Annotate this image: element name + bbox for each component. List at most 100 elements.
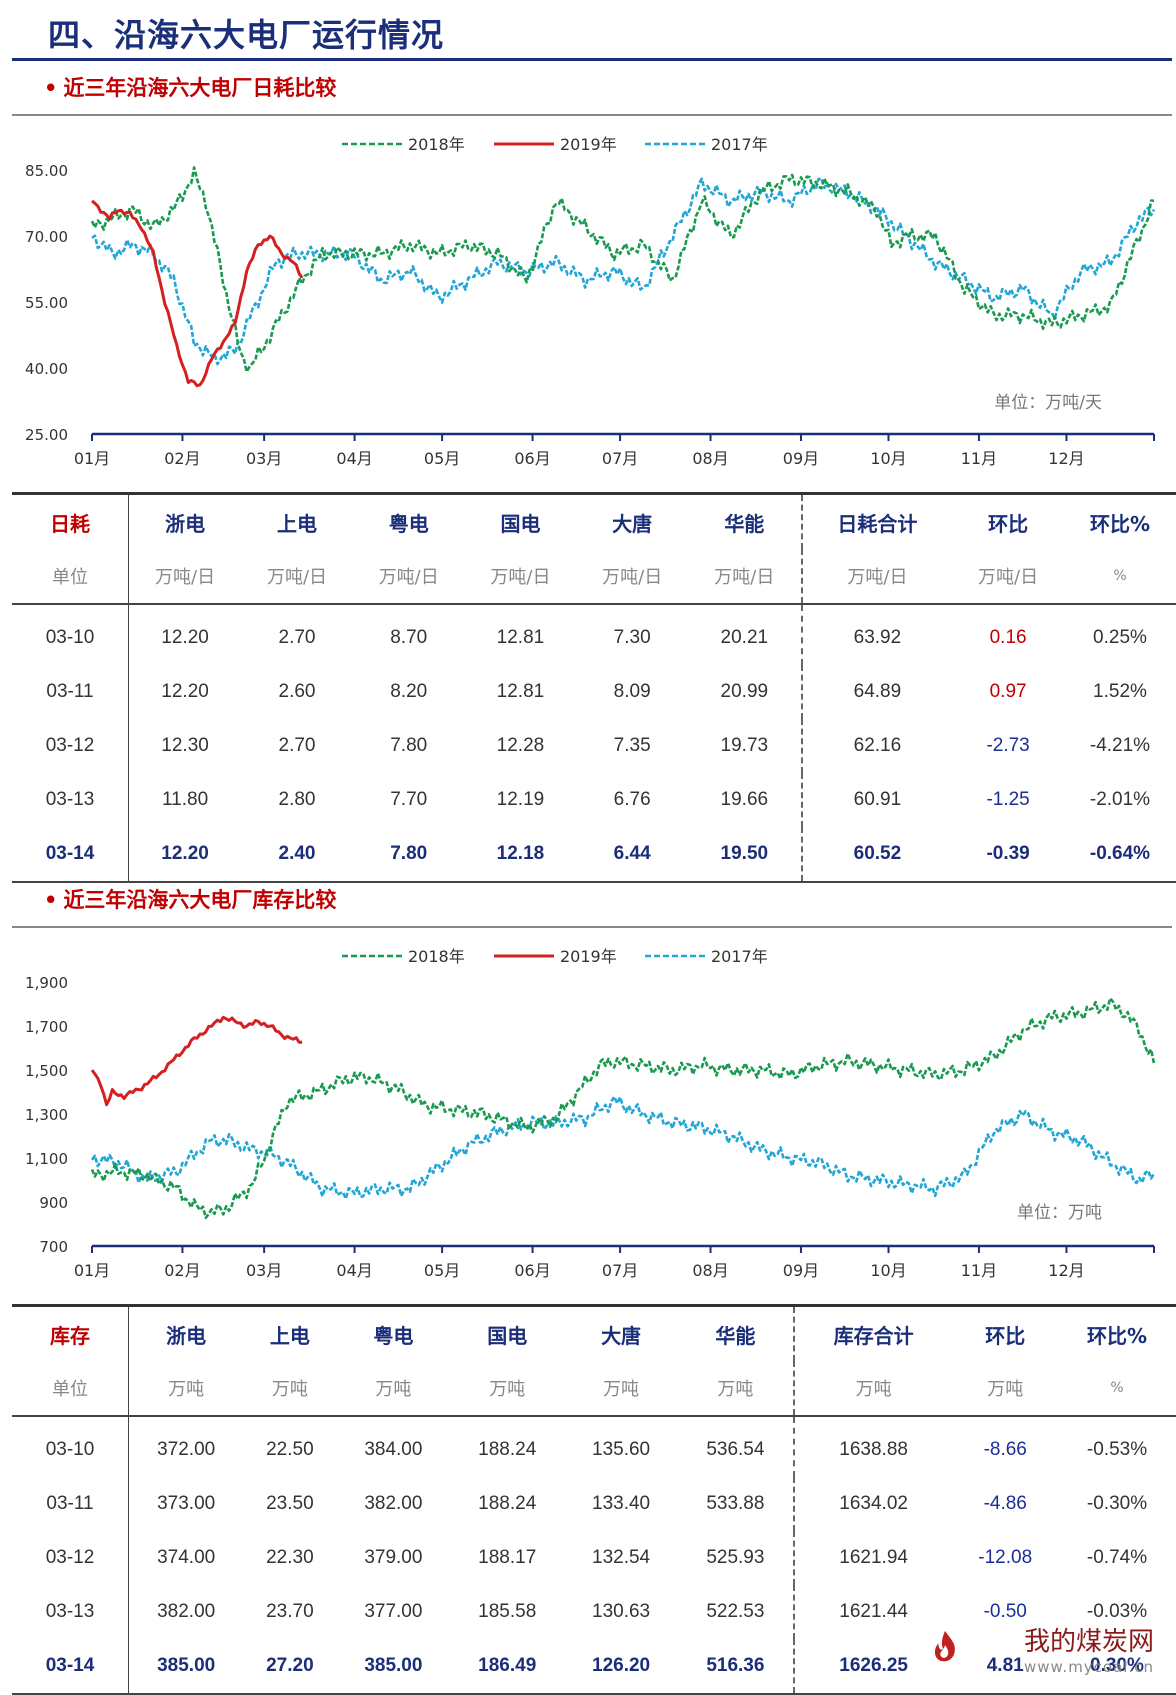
column-header: 粤电 <box>352 492 465 549</box>
table-cell: 2.40 <box>241 827 353 883</box>
column-header: 环比% <box>1063 492 1176 549</box>
table-cell: -8.66 <box>983 1439 1027 1460</box>
table-cell: 8.09 <box>613 681 651 702</box>
x-tick-label: 03月 <box>246 1261 282 1280</box>
table-row: 03-13 382.00 23.70 377.00 185.58 130.63 522.53… <box>12 1585 1176 1639</box>
x-tick-label: 07月 <box>602 1261 638 1280</box>
x-tick-label: 03月 <box>246 449 282 468</box>
table-cell: 516.36 <box>677 1639 795 1695</box>
y-tick-label: 1,900 <box>25 974 68 992</box>
table-cell: -1.25 <box>986 789 1030 810</box>
table-cell: -0.30% <box>1086 1493 1148 1514</box>
column-unit: 万吨/日 <box>464 549 577 605</box>
y-tick-label: 70.00 <box>25 228 68 246</box>
page-title: 四、沿海六大电厂运行情况 <box>48 16 445 54</box>
table-cell: 2.70 <box>278 627 316 648</box>
table-cell: 12.20 <box>128 827 242 883</box>
y-tick-label: 1,300 <box>25 1106 68 1124</box>
table-cell: 382.00 <box>157 1601 216 1622</box>
table-cell: -0.50 <box>983 1601 1027 1622</box>
table-cell: 6.76 <box>613 789 651 810</box>
table-cell: 7.35 <box>613 735 651 756</box>
table-cell: 2.70 <box>278 735 316 756</box>
y-tick-label: 25.00 <box>25 426 68 444</box>
table-cell: 12.30 <box>161 735 209 756</box>
y-tick-label: 700 <box>39 1238 68 1256</box>
table-cell: 23.50 <box>266 1493 314 1514</box>
title-rule <box>12 58 1172 61</box>
column-header: 粤电 <box>336 1304 451 1361</box>
legend-label-2019: 2019年 <box>560 135 617 154</box>
table-cell: 536.54 <box>677 1416 795 1477</box>
column-unit: 万吨/日 <box>576 549 689 605</box>
section-rule <box>12 926 1172 928</box>
table-cell: 60.52 <box>801 827 953 883</box>
y-tick-label: 1,500 <box>25 1062 68 1080</box>
table-row: 库存 浙电 上电 粤电 国电 大唐 华能 库存合计 环比 环比% <box>12 1304 1176 1361</box>
table-cell: 522.53 <box>677 1585 795 1639</box>
column-header: 库存 <box>12 1304 129 1361</box>
x-tick-label: 10月 <box>870 1261 906 1280</box>
table-cell: 19.73 <box>688 719 803 773</box>
table-cell: 133.40 <box>592 1493 651 1514</box>
column-unit: 万吨 <box>450 1361 565 1417</box>
column-header: 日耗合计 <box>801 492 953 549</box>
x-tick-label: 05月 <box>424 1261 460 1280</box>
x-tick-label: 12月 <box>1048 1261 1084 1280</box>
row-date: 03-11 <box>12 665 129 719</box>
legend-label-2019: 2019年 <box>560 947 617 966</box>
table-cell: 186.49 <box>450 1639 565 1695</box>
row-date: 03-14 <box>12 1639 129 1695</box>
watermark: 我的煤炭网 www.mycoal.cn <box>1024 1621 1154 1676</box>
table-cell: 373.00 <box>157 1493 216 1514</box>
table-cell: 188.17 <box>478 1547 537 1568</box>
column-header: 上电 <box>241 492 353 549</box>
table-row: 03-11 12.20 2.60 8.20 12.81 8.09 20.99 64.89 0.9… <box>12 665 1176 719</box>
table-cell: 11.80 <box>162 789 209 810</box>
table-cell: 185.58 <box>478 1601 537 1622</box>
table-cell: -4.21% <box>1089 735 1151 756</box>
chart-stock: 2018年 2019年 2017年 1,900 1,700 1,500 1,300 1,100… <box>12 934 1176 1296</box>
table-row: 03-13 11.80 2.80 7.70 12.19 6.76 19.66 60.91 -1.… <box>12 773 1176 827</box>
legend-label-2018: 2018年 <box>408 135 465 154</box>
column-unit: 万吨/日 <box>352 549 465 605</box>
table-cell: 1621.94 <box>839 1547 908 1568</box>
table-stock: 库存 浙电 上电 粤电 国电 大唐 华能 库存合计 环比 环比% 单位 万吨 万吨 万吨 万吨 万吨 万吨 万吨万… <box>12 1304 1176 1695</box>
section-title-text: 近三年沿海六大电厂日耗比较 <box>63 76 337 100</box>
column-unit: 万吨 <box>243 1361 337 1417</box>
table-cell: 63.92 <box>853 627 902 648</box>
table-row: 单位 万吨 万吨 万吨 万吨 万吨 万吨 万吨 万吨% <box>12 1361 1176 1417</box>
table-row: 03-10 372.00 22.50 384.00 188.24 135.60 536.54… <box>12 1416 1176 1477</box>
watermark-url: www.mycoal.cn <box>1024 1658 1154 1676</box>
column-unit: 万吨/日 <box>128 549 242 605</box>
unit-note: 单位：万吨/天 <box>994 393 1102 413</box>
table-row: 03-14 12.20 2.40 7.80 12.18 6.44 19.50 60.52 -0.… <box>12 827 1176 883</box>
column-unit: 万吨 <box>677 1361 795 1417</box>
column-header: 华能 <box>677 1304 795 1361</box>
x-tick-label: 02月 <box>164 1261 200 1280</box>
column-unit: % <box>1063 549 1176 605</box>
column-unit: 单位 <box>12 549 129 605</box>
table-row: 03-12 374.00 22.30 379.00 188.17 132.54 525.93… <box>12 1531 1176 1585</box>
table-cell: 20.21 <box>688 604 803 665</box>
x-tick-label: 11月 <box>961 1261 997 1280</box>
x-tick-label: 12月 <box>1048 449 1084 468</box>
y-tick-label: 85.00 <box>25 162 68 180</box>
table-cell: 7.80 <box>390 735 428 756</box>
series-line-2019 <box>91 199 304 388</box>
table-cell: 6.44 <box>576 827 689 883</box>
column-unit: 万吨/日 <box>952 549 1064 605</box>
table-cell: 385.00 <box>128 1639 244 1695</box>
flame-logo-icon <box>934 1630 955 1662</box>
table-cell: 12.20 <box>161 681 209 702</box>
series-line-2017 <box>91 177 1156 366</box>
section-title-consumption: • 近三年沿海六大电厂日耗比较 <box>44 72 336 102</box>
chart-consumption-svg: 2018年 2019年 2017年 85.00 70.00 55.00 40.00 25.00… <box>25 135 1156 468</box>
table-cell: 372.00 <box>157 1439 216 1460</box>
x-tick-label: 07月 <box>602 449 638 468</box>
table-cell: 384.00 <box>364 1439 423 1460</box>
table-cell: 12.20 <box>161 627 209 648</box>
row-date: 03-11 <box>12 1477 129 1531</box>
section-rule <box>12 114 1172 116</box>
table-row: 03-10 12.20 2.70 8.70 12.81 7.30 20.21 63.92 0.1… <box>12 604 1176 665</box>
